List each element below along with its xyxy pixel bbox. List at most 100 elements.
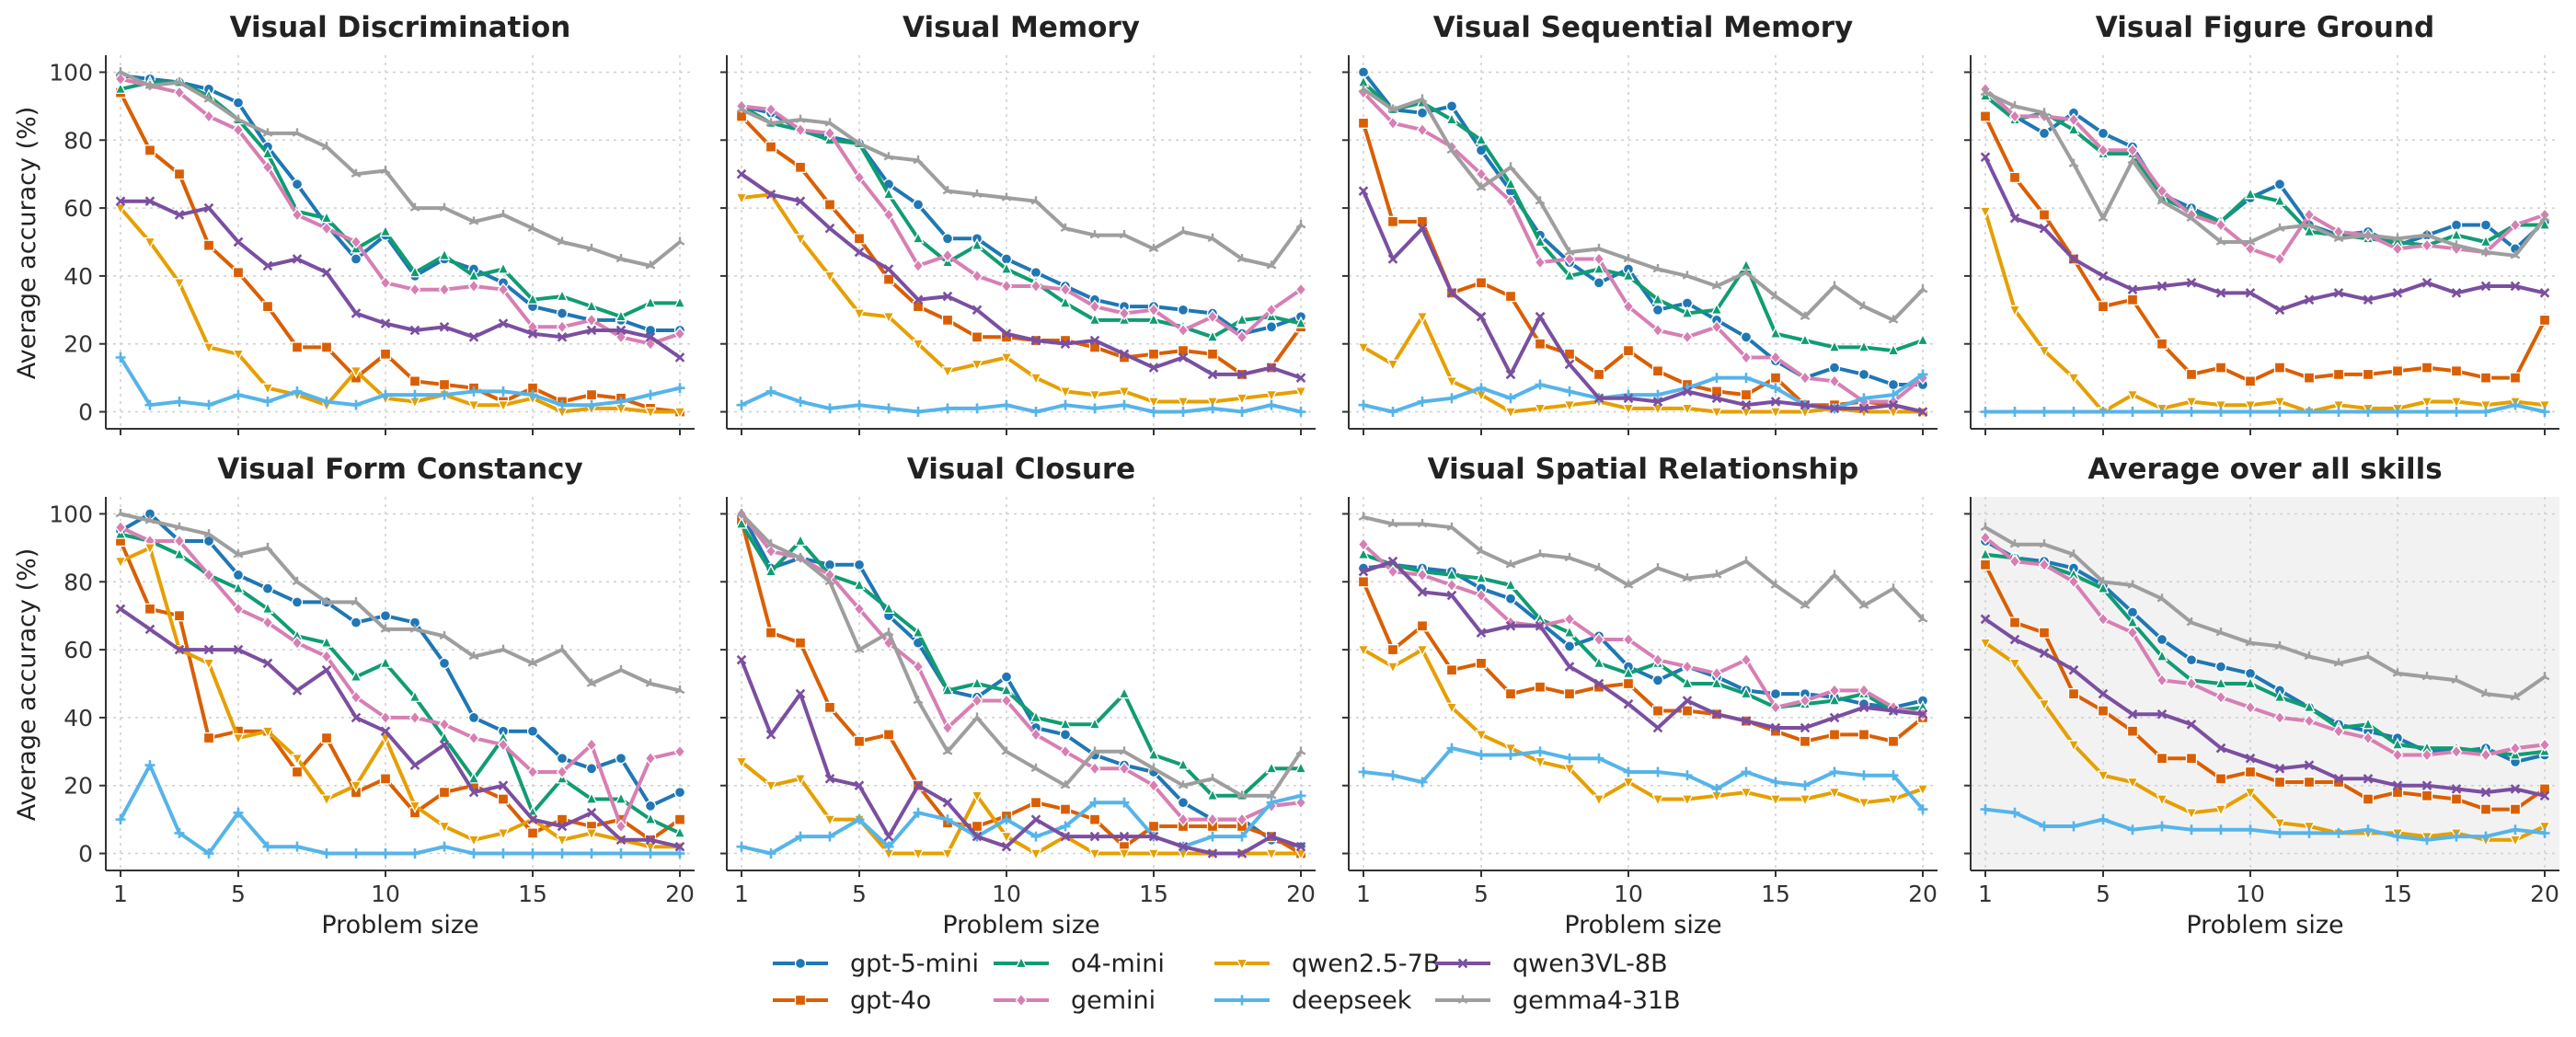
panel-visual-sequential-memory: Visual Sequential Memory [1342, 11, 1938, 435]
data-point [853, 559, 866, 570]
data-point [1386, 215, 1399, 228]
data-point [1236, 312, 1248, 326]
data-point [173, 86, 186, 100]
data-point [1770, 777, 1781, 788]
series-gemma4-31b [1358, 84, 1928, 324]
data-point [1206, 812, 1219, 827]
data-point [2304, 651, 2315, 661]
data-point [2067, 112, 2080, 127]
data-point [320, 649, 333, 663]
data-point [2067, 740, 2080, 753]
data-point [2303, 821, 2316, 834]
data-point [1593, 261, 1605, 274]
data-point [645, 260, 656, 270]
data-point [912, 660, 925, 674]
data-point [497, 282, 510, 297]
data-point [173, 168, 186, 180]
data-point [941, 366, 954, 379]
data-point [1387, 407, 1398, 418]
data-point [203, 94, 214, 103]
data-point [2186, 719, 2197, 730]
data-point [765, 564, 777, 577]
data-point [203, 529, 214, 538]
data-point [823, 199, 836, 211]
data-point [1534, 255, 1547, 270]
y-tick-label: 80 [63, 127, 93, 154]
data-point [615, 253, 627, 263]
series-qwen3vl-8b [736, 654, 1306, 858]
legend-label: gpt-5-mini [850, 950, 979, 978]
series-line [1362, 552, 1925, 713]
legend-label: gemini [1071, 986, 1156, 1015]
data-point [350, 780, 362, 793]
series-qwen3vl-8b [1358, 556, 1928, 733]
data-point [144, 760, 155, 771]
data-point [1505, 750, 1516, 761]
data-point [438, 282, 451, 297]
legend-swatch-marker [794, 994, 807, 1007]
data-point [2421, 238, 2433, 253]
data-point [2538, 400, 2551, 413]
data-point [1266, 790, 1277, 800]
data-point [1593, 243, 1604, 253]
legend-label: gpt-4o [850, 986, 931, 1015]
data-point [2245, 753, 2256, 764]
data-point [1652, 397, 1663, 407]
data-point [498, 848, 509, 859]
series-gemma4-31b [736, 104, 1306, 270]
data-point [2097, 127, 2110, 140]
data-point [2215, 407, 2226, 418]
data-point [2067, 687, 2080, 700]
data-point [882, 729, 895, 741]
data-point [1207, 773, 1218, 783]
data-point [1563, 400, 1576, 413]
data-point [202, 239, 215, 251]
series-gemma4-31b [1980, 522, 2550, 701]
series-line [1362, 90, 1925, 404]
series-gpt-5-mini [1979, 83, 2551, 255]
data-point [380, 389, 391, 400]
data-point [1504, 194, 1517, 209]
data-point [585, 737, 598, 752]
panel-title: Visual Discrimination [230, 11, 571, 44]
data-point [1417, 777, 1428, 788]
data-point [1000, 352, 1013, 365]
series-line [740, 522, 1303, 798]
data-point [1534, 235, 1547, 248]
data-point [556, 289, 569, 302]
data-point [942, 814, 953, 825]
data-point [1294, 316, 1307, 328]
data-point [2479, 372, 2492, 384]
data-point [1357, 644, 1370, 658]
data-point [2539, 672, 2550, 681]
data-point [114, 72, 127, 86]
data-point [202, 658, 215, 671]
data-point [1740, 331, 1753, 343]
data-point [824, 774, 835, 784]
data-point [736, 168, 747, 179]
data-point [2038, 698, 2051, 712]
data-point [2185, 654, 2198, 666]
data-point [1888, 583, 1899, 593]
data-point [1593, 655, 1605, 669]
data-point [233, 549, 244, 559]
series-gemma4-31b [115, 508, 685, 695]
data-point [1416, 312, 1429, 325]
data-point [1475, 588, 1488, 603]
data-point [438, 731, 451, 743]
data-point [1916, 784, 1929, 797]
data-point [1651, 323, 1664, 338]
data-point [379, 655, 392, 669]
data-point [2450, 744, 2463, 759]
data-point [645, 848, 656, 859]
series-deepseek [1358, 743, 1928, 815]
data-point [1446, 393, 1457, 404]
data-point [735, 516, 748, 529]
data-point [1207, 403, 1218, 414]
series-line [119, 606, 682, 849]
data-point [1147, 820, 1160, 833]
data-point [1476, 750, 1487, 761]
data-point [468, 651, 479, 661]
data-point [1001, 192, 1012, 202]
data-point [1147, 747, 1160, 760]
